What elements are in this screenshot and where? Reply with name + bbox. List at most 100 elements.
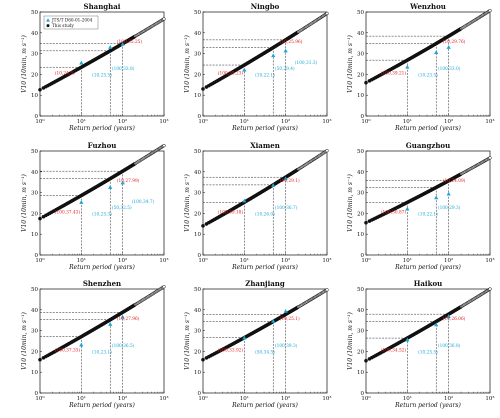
panel-zhanjiang: Zhanjiang 0 10 20 30 40 50 10⁰ 10¹ 10² 10³ Return p… bbox=[184, 279, 332, 409]
blue-annotation: (100,36.7) bbox=[275, 206, 298, 211]
data-point bbox=[325, 11, 329, 16]
x-tick-label: 10¹ bbox=[403, 257, 412, 264]
panel-title: Shenzhen bbox=[83, 279, 121, 288]
data-point bbox=[38, 357, 42, 362]
y-axis-label: V10 (10min, m s⁻¹) bbox=[21, 311, 28, 369]
panel-guangzhou: Guangzhou 0 10 20 30 40 50 10⁰ 10¹ 10² 10³ Return p… bbox=[347, 141, 495, 271]
standard-point bbox=[79, 342, 84, 347]
standard-point bbox=[79, 60, 84, 65]
standard-point bbox=[120, 314, 125, 319]
y-tick-label: 30 bbox=[357, 52, 364, 58]
standard-point bbox=[108, 185, 113, 189]
data-point bbox=[364, 220, 368, 225]
y-tick-label: 50 bbox=[357, 10, 364, 16]
blue-annotation: (50,29.4) bbox=[275, 67, 295, 72]
red-annotation: (10,25.1) bbox=[280, 317, 300, 322]
panel-title: Zhanjiang bbox=[245, 279, 285, 288]
y-tick-label: 40 bbox=[357, 31, 364, 37]
y-tick-label: 10 bbox=[194, 370, 201, 376]
standard-point bbox=[242, 67, 247, 72]
x-tick-label: 10¹ bbox=[77, 395, 86, 402]
x-axis-label: Return period (years) bbox=[394, 402, 461, 409]
y-tick-label: 20 bbox=[194, 349, 201, 355]
panel-title: Fuzhou bbox=[88, 141, 117, 150]
blue-annotation: (10,25.5) bbox=[92, 73, 112, 78]
x-axis-label: Return period (years) bbox=[68, 264, 135, 271]
x-tick-label: 10⁰ bbox=[361, 395, 371, 402]
y-tick-label: 10 bbox=[357, 370, 364, 376]
panel-wenzhou: Wenzhou 0 10 20 30 40 50 10⁰ 10¹ 10² 10³ Return per… bbox=[347, 2, 495, 132]
y-axis-label: V10 (10min, m s⁻¹) bbox=[184, 311, 191, 369]
panel-title: Guangzhou bbox=[406, 141, 450, 150]
x-axis-label: Return period (years) bbox=[231, 125, 298, 132]
y-tick-label: 40 bbox=[31, 170, 38, 176]
y-tick-label: 30 bbox=[31, 52, 38, 58]
y-tick-label: 20 bbox=[194, 211, 201, 217]
y-tick-label: 10 bbox=[31, 370, 38, 376]
legend-entry: JTS/T D60-01-2004 bbox=[51, 17, 93, 22]
x-tick-label: 10³ bbox=[322, 118, 331, 125]
plot-frame bbox=[365, 150, 491, 256]
red-annotation: (10,29.1) bbox=[280, 179, 300, 184]
red-annotation: (100,30.87) bbox=[381, 210, 407, 215]
y-tick-label: 10 bbox=[357, 93, 364, 99]
standard-point bbox=[108, 322, 113, 326]
blue-annotation: (100,33.8) bbox=[112, 67, 135, 72]
data-point bbox=[488, 156, 492, 160]
standard-point bbox=[79, 200, 84, 204]
y-tick-label: 30 bbox=[194, 52, 201, 58]
data-point bbox=[488, 287, 492, 291]
y-tick-label: 20 bbox=[194, 72, 201, 78]
blue-annotation: (10,23.1) bbox=[92, 350, 112, 355]
x-tick-label: 10⁰ bbox=[198, 118, 208, 125]
legend-triangle-icon bbox=[46, 18, 50, 22]
blue-annotation: (10,26.0) bbox=[255, 212, 275, 217]
y-tick-label: 0 bbox=[361, 253, 365, 259]
x-tick-label: 10⁰ bbox=[198, 257, 208, 264]
blue-annotation: (10,25.5) bbox=[418, 350, 438, 355]
panel-shenzhen: Shenzhen 0 10 20 30 40 50 10⁰ 10¹ 10² 10³ Return pe… bbox=[21, 279, 169, 409]
y-tick-label: 20 bbox=[357, 349, 364, 355]
x-tick-label: 10² bbox=[118, 395, 127, 402]
panel-haikou: Haikou 0 10 20 30 40 50 10⁰ 10¹ 10² 10³ Return peri… bbox=[347, 279, 495, 409]
y-axis-label: V10 (10min, m s⁻¹) bbox=[184, 173, 191, 231]
standard-point bbox=[120, 41, 125, 46]
y-tick-label: 50 bbox=[357, 149, 364, 155]
panel-title: Xiamen bbox=[250, 141, 280, 150]
y-tick-label: 30 bbox=[194, 329, 201, 335]
x-tick-label: 10² bbox=[118, 118, 127, 125]
x-tick-label: 10¹ bbox=[77, 257, 86, 264]
y-tick-label: 40 bbox=[31, 31, 38, 37]
red-annotation: (10,24.5) bbox=[55, 71, 75, 76]
standard-point bbox=[242, 335, 247, 340]
blue-annotation: (10,22.1) bbox=[255, 73, 275, 78]
blue-annotation: (100,31.3) bbox=[295, 61, 318, 66]
x-tick-label: 10⁰ bbox=[35, 395, 45, 402]
red-annotation: (100,35.23) bbox=[218, 71, 244, 76]
y-tick-label: 0 bbox=[35, 391, 39, 397]
red-annotation: (10,26.06) bbox=[443, 317, 466, 322]
y-tick-label: 20 bbox=[357, 211, 364, 217]
y-tick-label: 30 bbox=[194, 191, 201, 197]
plot-frame bbox=[39, 150, 165, 256]
x-tick-label: 10¹ bbox=[240, 257, 249, 264]
x-axis-label: Return period (years) bbox=[394, 125, 461, 132]
y-tick-label: 40 bbox=[357, 308, 364, 314]
panel-title: Haikou bbox=[414, 279, 442, 288]
x-tick-label: 10⁰ bbox=[361, 257, 371, 264]
standard-point bbox=[108, 45, 113, 49]
data-point bbox=[162, 17, 166, 21]
data-point bbox=[201, 357, 205, 362]
x-tick-label: 10³ bbox=[485, 257, 494, 264]
y-tick-label: 30 bbox=[357, 329, 364, 335]
plot-frame bbox=[365, 11, 491, 117]
x-tick-label: 10³ bbox=[485, 395, 494, 402]
plot-frame bbox=[202, 150, 328, 256]
data-point bbox=[488, 8, 492, 13]
blue-annotation: (100,36.5) bbox=[112, 344, 135, 349]
x-tick-label: 10³ bbox=[322, 257, 331, 264]
panel-title: Ningbo bbox=[251, 2, 280, 11]
y-tick-label: 10 bbox=[357, 232, 364, 238]
y-axis-label: V10 (10min, m s⁻¹) bbox=[347, 173, 354, 231]
